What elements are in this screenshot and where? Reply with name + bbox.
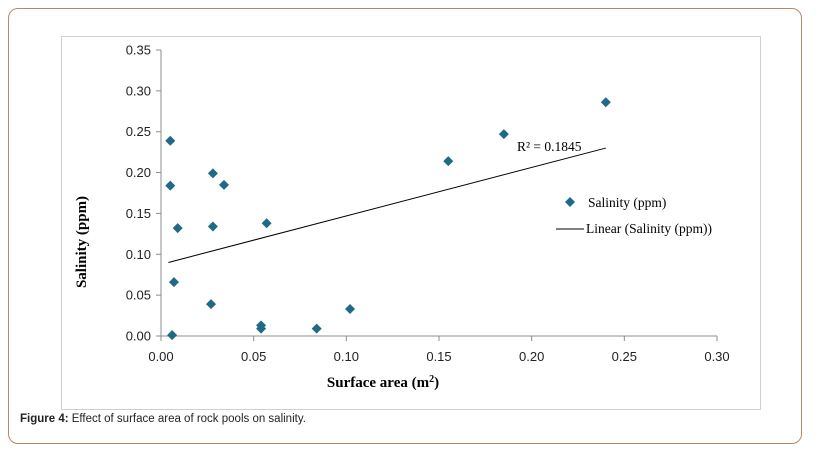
data-point: [206, 299, 217, 310]
x-axis-title: Surface area (m2): [327, 374, 439, 392]
data-point: [207, 221, 218, 232]
data-point: [345, 304, 356, 315]
data-point: [256, 323, 267, 334]
legend-trendline-label: Linear (Salinity (ppm)): [586, 221, 712, 236]
x-tick-label: 0.25: [612, 349, 637, 364]
r-squared-annotation: R² = 0.1845: [517, 139, 582, 154]
legend-series-label: Salinity (ppm): [588, 195, 666, 210]
x-tick-label: 0.00: [148, 349, 173, 364]
x-tick-label: 0.10: [334, 349, 359, 364]
chart-area: [61, 36, 761, 410]
figure-caption: Figure 4: Effect of surface area of rock…: [20, 413, 306, 425]
x-tick-label: 0.05: [241, 349, 266, 364]
trendline: [168, 147, 606, 263]
data-point: [498, 129, 509, 140]
y-tick-label: 0.10: [126, 247, 151, 262]
legend: Salinity (ppm) Linear (Salinity (ppm)): [556, 195, 712, 236]
data-point: [261, 218, 272, 229]
data-point: [311, 323, 322, 334]
data-point: [172, 223, 183, 234]
data-point: [168, 277, 179, 288]
y-tick-label: 0.05: [126, 288, 151, 303]
caption-label: Figure 4:: [20, 413, 69, 425]
y-tick-label: 0.30: [126, 83, 151, 98]
data-point: [219, 179, 230, 190]
x-tick-label: 0.15: [426, 349, 451, 364]
data-point: [165, 135, 176, 146]
data-point: [600, 97, 611, 108]
x-tick-label: 0.20: [519, 349, 544, 364]
y-tick-label: 0.15: [126, 206, 151, 221]
data-point: [167, 330, 178, 341]
y-tick-label: 0.35: [126, 43, 151, 58]
data-point: [207, 168, 218, 179]
data-point: [165, 180, 176, 191]
legend-diamond-marker: [565, 197, 575, 207]
y-tick-label: 0.00: [126, 329, 151, 344]
caption-text: Effect of surface area of rock pools on …: [68, 413, 306, 425]
x-tick-label: 0.30: [704, 349, 729, 364]
y-tick-label: 0.20: [126, 165, 151, 180]
y-tick-label: 0.25: [126, 124, 151, 139]
figure-frame: [8, 8, 802, 444]
y-axis-title: Salinity (ppm): [74, 196, 90, 288]
data-point: [443, 156, 454, 167]
